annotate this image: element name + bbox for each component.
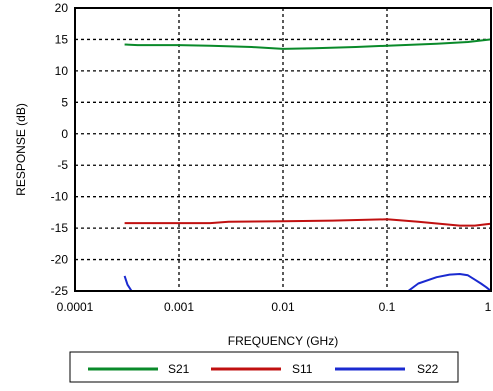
x-tick-label: 0.01 bbox=[271, 300, 295, 314]
x-tick-label: 0.0001 bbox=[57, 300, 94, 314]
legend-box bbox=[69, 351, 459, 383]
y-tick-label: 15 bbox=[55, 32, 69, 46]
y-tick-label: -20 bbox=[51, 253, 69, 267]
grid bbox=[75, 8, 491, 291]
series-line-s22 bbox=[123, 275, 133, 291]
legend-label-s21: S21 bbox=[168, 362, 190, 376]
y-tick-label: -5 bbox=[57, 158, 68, 172]
legend: S21 S11 S22 bbox=[69, 351, 459, 383]
series-line-s22 bbox=[407, 273, 491, 291]
x-axis-label: FREQUENCY (GHz) bbox=[228, 334, 338, 348]
series-line-s21 bbox=[124, 38, 491, 50]
legend-label-s22: S22 bbox=[417, 362, 439, 376]
plot-frame bbox=[74, 7, 492, 292]
legend-label-s11: S11 bbox=[292, 362, 313, 376]
y-tick-label: -10 bbox=[51, 190, 69, 204]
y-tick-label: 0 bbox=[61, 127, 68, 141]
series-line-s11 bbox=[124, 218, 491, 227]
y-tick-label: 5 bbox=[61, 95, 68, 109]
y-axis-label: RESPONSE (dB) bbox=[14, 103, 28, 196]
y-tick-label: -25 bbox=[51, 284, 69, 298]
x-tick-label: 0.1 bbox=[379, 300, 396, 314]
y-tick-label: 20 bbox=[55, 1, 69, 15]
plot-area bbox=[123, 38, 491, 291]
x-tick-label: 0.001 bbox=[164, 300, 194, 314]
x-tick-label: 1 bbox=[485, 300, 492, 314]
x-tick-labels: 0.0001 0.001 0.01 0.1 1 bbox=[57, 300, 492, 314]
y-tick-labels: 20 15 10 5 0 -5 -10 -15 -20 -25 bbox=[51, 1, 69, 298]
y-tick-label: -15 bbox=[51, 221, 69, 235]
y-tick-label: 10 bbox=[55, 64, 69, 78]
